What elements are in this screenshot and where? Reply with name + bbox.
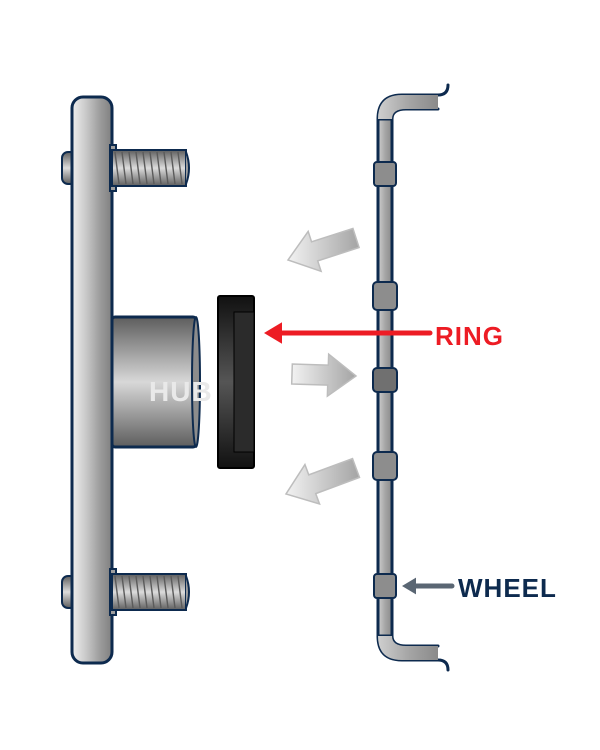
wheel-center-boss [373, 452, 397, 480]
wheel-flange-inner [392, 636, 438, 646]
hub-pilot [112, 317, 196, 447]
wheel-arrow-head [402, 578, 416, 595]
wheel-stud-hole [374, 162, 396, 186]
wheel-flange-inner [392, 109, 438, 119]
ring-arrow-head [264, 322, 282, 344]
assembly-arrow-2 [286, 459, 359, 504]
wheel-center-boss [373, 282, 397, 310]
assembly-arrow-0 [288, 228, 359, 271]
centering-ring-body [234, 312, 254, 452]
hub-stud [112, 150, 189, 186]
wheel-stud-hole [374, 574, 396, 598]
assembly-arrow-1 [292, 354, 356, 396]
hub-pilot-face [192, 317, 200, 447]
hub-stud [112, 574, 189, 610]
hub-flange [72, 97, 112, 663]
wheel-center-bore [373, 368, 397, 392]
